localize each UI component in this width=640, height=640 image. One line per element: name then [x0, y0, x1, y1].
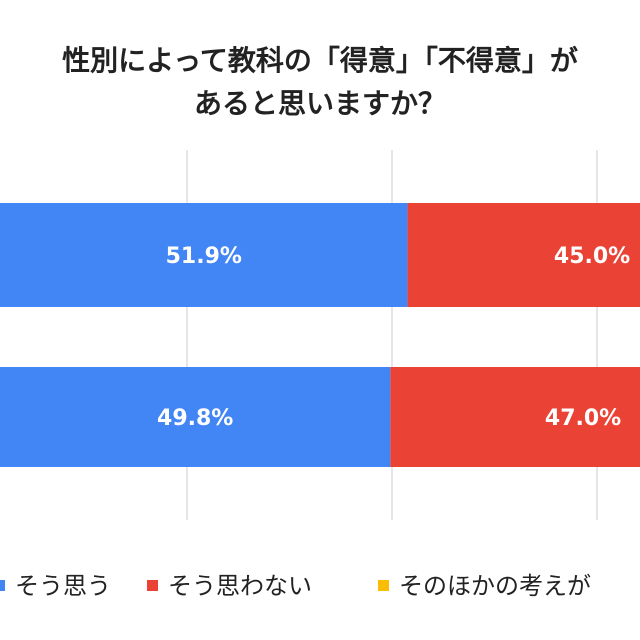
data-label: 45.0%	[554, 244, 630, 269]
data-label: 47.0%	[545, 406, 621, 431]
chart-title: あると思いますか？	[194, 87, 446, 120]
bar-segment	[0, 203, 408, 307]
data-label: 49.8%	[157, 406, 233, 431]
legend-swatch	[378, 580, 389, 591]
bar-segment	[0, 367, 391, 467]
bar-segment	[390, 367, 640, 467]
chart-title: 性別によって教科の「得意」「不得意」が	[62, 44, 578, 77]
bar-segment	[407, 203, 640, 307]
data-label: 51.9%	[166, 244, 242, 269]
legend-label: そう思う	[15, 572, 111, 600]
legend-label: そう思わない	[168, 572, 312, 600]
legend-swatch	[0, 580, 5, 591]
legend-swatch	[147, 580, 158, 591]
legend-label: そのほかの考えが	[399, 572, 591, 600]
